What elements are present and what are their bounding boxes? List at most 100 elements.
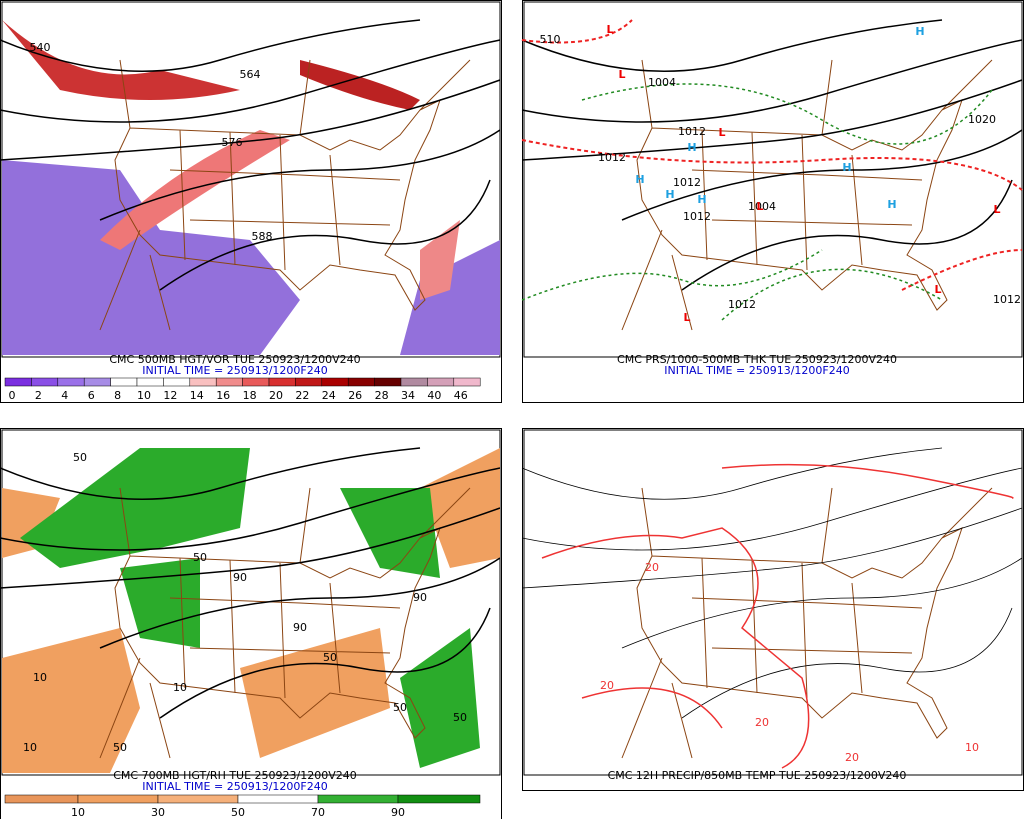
map-panel: 510 1004 1012 1012 1012 1012 1004 1012 1020 1012 L… — [521, 0, 1024, 403]
colorbar-label: 22 — [295, 389, 309, 402]
contour-label: 50 — [323, 651, 337, 664]
height-contour — [0, 467, 501, 551]
map-frame — [523, 1, 1023, 358]
state-borders — [621, 487, 993, 759]
high-pressure-center: H — [697, 193, 706, 206]
colorbar-swatch — [83, 377, 111, 387]
thickness-contour — [721, 268, 943, 321]
contour-label: 20 — [755, 716, 769, 729]
panel-caption: CMC PRS/1000-500MB THK TUE 250923/1200V2… — [617, 353, 897, 366]
contour-label: 1012 — [683, 210, 711, 223]
colorbar-swatch — [4, 794, 79, 804]
contour-label: 50 — [193, 551, 207, 564]
vorticity-high — [300, 60, 420, 110]
map-frame — [523, 429, 1023, 776]
vorticity-high — [100, 130, 290, 250]
height-contour — [521, 507, 1023, 589]
contour-label: 564 — [240, 68, 261, 81]
colorbar-label: 18 — [243, 389, 257, 402]
temperature-contour — [581, 687, 723, 729]
state-borders — [621, 59, 993, 331]
colorbar-label: 16 — [216, 389, 230, 402]
high-pressure-center: H — [687, 141, 696, 154]
rh-dry — [420, 448, 500, 568]
colorbar-label: 46 — [454, 389, 468, 402]
vorticity-high — [2, 20, 240, 100]
colorbar-swatch — [427, 377, 455, 387]
colorbar-label: 40 — [427, 389, 441, 402]
thickness-contour — [521, 139, 1023, 191]
colorbar-swatch — [268, 377, 296, 387]
colorbar-swatch — [4, 377, 32, 387]
contour-label: 1012 — [598, 151, 626, 164]
low-pressure-center: L — [934, 283, 941, 296]
colorbar-label: 90 — [391, 806, 405, 819]
thickness-contour — [521, 19, 633, 44]
contour-label: 1012 — [728, 298, 756, 311]
height-contour — [0, 447, 421, 500]
colorbar-label: 0 — [9, 389, 16, 402]
colorbar-label: 26 — [348, 389, 362, 402]
contour-label: 1012 — [993, 293, 1021, 306]
contour-label: 588 — [252, 230, 273, 243]
low-pressure-center: L — [618, 68, 625, 81]
colorbar-swatch — [453, 377, 481, 387]
contour-label: 10 — [173, 681, 187, 694]
colorbar-swatch — [237, 794, 319, 804]
map-area: 540 564 576 588 — [0, 1, 501, 358]
colorbar-label: 10 — [137, 389, 151, 402]
contour-label: 10 — [23, 741, 37, 754]
colorbar-label: 14 — [190, 389, 204, 402]
rh-moist — [120, 558, 200, 648]
colorbar-swatch — [321, 377, 349, 387]
low-pressure-center: L — [993, 203, 1000, 216]
contour-label: 20 — [600, 679, 614, 692]
panel-caption: CMC 500MB HGT/VOR TUE 250923/1200V240 — [109, 353, 360, 366]
colorbar-swatch — [57, 377, 85, 387]
contour-label: 20 — [645, 561, 659, 574]
contour-label: 90 — [413, 591, 427, 604]
height-contour — [621, 129, 1023, 221]
colorbar-label: 10 — [71, 806, 85, 819]
height-contour — [0, 19, 421, 72]
colorbar-swatch — [374, 377, 402, 387]
colorbar-label: 6 — [88, 389, 95, 402]
height-contour — [521, 39, 1023, 123]
colorbar-swatch — [110, 377, 138, 387]
map-area: 50 50 10 90 50 10 90 50 10 50 90 50 — [0, 429, 501, 776]
contour-label: 1020 — [968, 113, 996, 126]
colorbar-label: 24 — [322, 389, 336, 402]
low-pressure-center: L — [718, 126, 725, 139]
colorbar-label: 2 — [35, 389, 42, 402]
height-contour — [521, 19, 943, 72]
colorbar-swatch — [163, 377, 191, 387]
contour-label: 50 — [113, 741, 127, 754]
thickness-contour — [581, 83, 993, 145]
colorbar-label: 12 — [163, 389, 177, 402]
rh-moist — [20, 448, 250, 568]
state-borders — [99, 487, 471, 759]
panel-caption: CMC 700MB HGT/RH TUE 250923/1200V240 — [113, 769, 357, 782]
high-pressure-center: H — [887, 198, 896, 211]
panel-caption: CMC 12H PRECIP/850MB TEMP TUE 250923/120… — [608, 769, 907, 782]
colorbar-swatch — [77, 794, 159, 804]
colorbar-label: 50 — [231, 806, 245, 819]
contour-label: 1004 — [648, 76, 676, 89]
contour-label: 20 — [845, 751, 859, 764]
colorbar-swatch — [157, 794, 239, 804]
vorticity-low — [400, 240, 500, 355]
temperature-contour — [541, 527, 810, 769]
colorbar-label: 70 — [311, 806, 325, 819]
colorbar-swatch — [189, 377, 217, 387]
colorbar-label: 28 — [375, 389, 389, 402]
map-area: 510 1004 1012 1012 1012 1012 1004 1012 1020 1012 L… — [521, 1, 1023, 358]
high-pressure-center: H — [915, 25, 924, 38]
contour-label: 50 — [393, 701, 407, 714]
thickness-contour — [521, 249, 823, 301]
map-panel: 50 50 10 90 50 10 90 50 10 50 90 50 CMC 700MB HGT/RH… — [0, 428, 502, 819]
contour-label: 90 — [293, 621, 307, 634]
colorbar-swatch — [295, 377, 323, 387]
colorbar-label: 30 — [151, 806, 165, 819]
colorbar-label: 4 — [61, 389, 68, 402]
